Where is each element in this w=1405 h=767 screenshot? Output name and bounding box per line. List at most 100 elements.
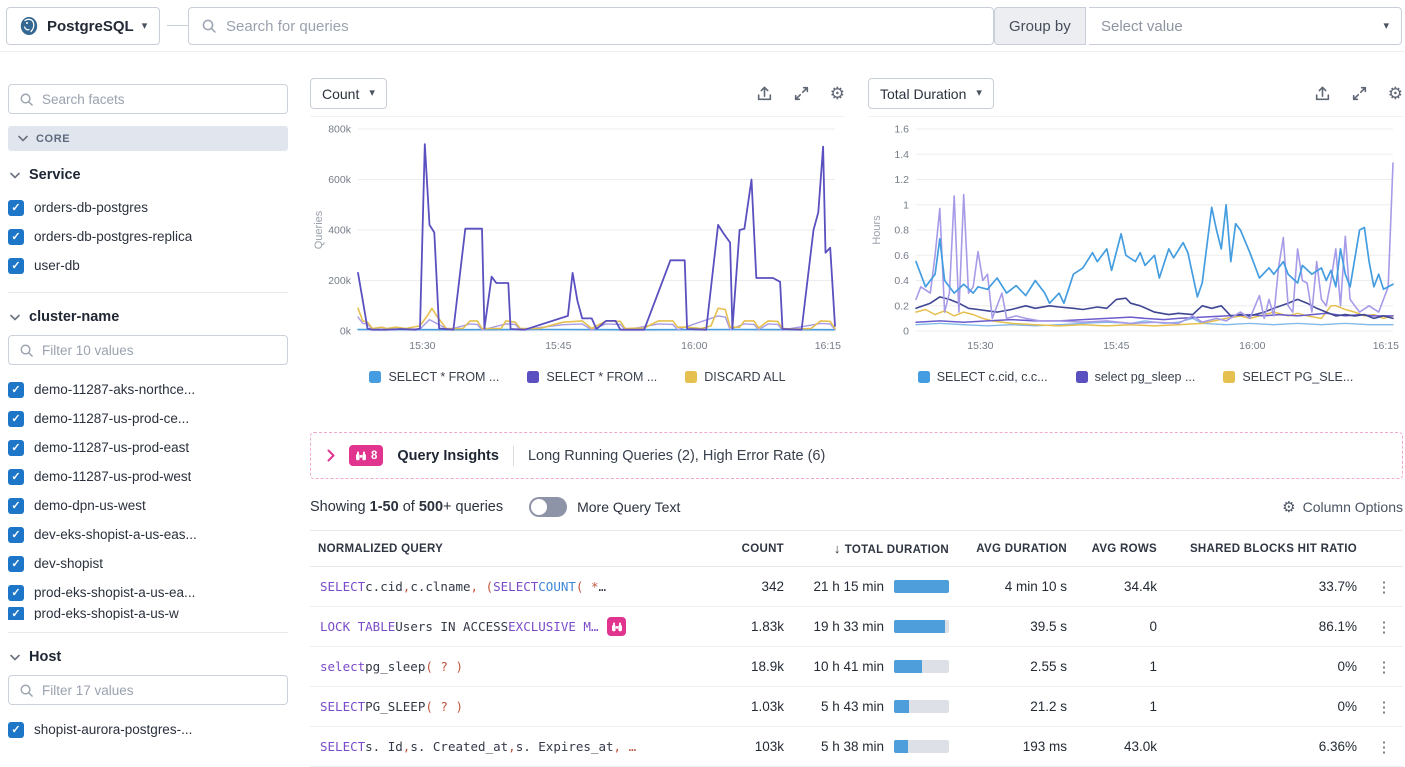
query-search-box bbox=[188, 7, 994, 45]
x-tick-label: 15:30 bbox=[409, 340, 435, 352]
table-row[interactable]: SELECT s. Id, s. Created_at, s. Expires_… bbox=[310, 727, 1403, 767]
checkbox-checked[interactable]: ✓ bbox=[8, 382, 24, 398]
row-menu-button[interactable]: ⋮ bbox=[1365, 698, 1403, 716]
facet-item-label: demo-11287-aks-northce... bbox=[34, 382, 195, 397]
col-total-duration[interactable]: ↓TOTAL DURATION bbox=[792, 541, 957, 556]
datasource-select[interactable]: PostgreSQL ▾ bbox=[6, 7, 160, 45]
gear-icon[interactable]: ⚙ bbox=[830, 85, 845, 102]
facet-item[interactable]: ✓dev-shopist bbox=[8, 549, 288, 578]
facet-filter-input[interactable] bbox=[42, 683, 277, 698]
checkbox-checked[interactable]: ✓ bbox=[8, 527, 24, 543]
export-icon[interactable] bbox=[1314, 85, 1331, 102]
fullscreen-icon[interactable] bbox=[1351, 85, 1368, 102]
checkbox-checked[interactable]: ✓ bbox=[8, 440, 24, 456]
column-options-button[interactable]: ⚙ Column Options bbox=[1282, 499, 1403, 515]
x-tick-label: 15:30 bbox=[967, 340, 993, 352]
topbar: PostgreSQL ▾ Group by Select value ▾ bbox=[0, 0, 1405, 52]
chevron-down-icon bbox=[10, 654, 20, 661]
checkbox-checked[interactable]: ✓ bbox=[8, 556, 24, 572]
facet-group-title-cluster-name[interactable]: cluster-name bbox=[10, 309, 288, 325]
normalized-query-cell: SELECT c.cid, c.clname, ( SELECT COUNT (… bbox=[310, 579, 722, 594]
group-by-select[interactable]: Select value ▾ bbox=[1089, 7, 1402, 45]
facet-item-label: shopist-aurora-postgres-... bbox=[34, 722, 192, 737]
checkbox-checked[interactable]: ✓ bbox=[8, 607, 24, 620]
sql-token: Users IN ACCESS bbox=[395, 619, 508, 634]
facet-group-title-service[interactable]: Service bbox=[10, 167, 288, 183]
legend-item[interactable]: SELECT PG_SLE... bbox=[1223, 370, 1353, 384]
checkbox-checked[interactable]: ✓ bbox=[8, 585, 24, 601]
duration-metric-select[interactable]: Total Duration ▾ bbox=[868, 78, 994, 109]
row-menu-button[interactable]: ⋮ bbox=[1365, 578, 1403, 596]
row-menu-button[interactable]: ⋮ bbox=[1365, 618, 1403, 636]
insights-count: 8 bbox=[371, 450, 377, 462]
facet-group-label: Host bbox=[29, 649, 61, 665]
fullscreen-icon[interactable] bbox=[793, 85, 810, 102]
sql-token: , bbox=[403, 739, 411, 754]
more-query-text-toggle[interactable] bbox=[529, 497, 567, 517]
x-tick-label: 16:00 bbox=[681, 340, 707, 352]
facet-item[interactable]: ✓demo-dpn-us-west bbox=[8, 491, 288, 520]
legend-item[interactable]: DISCARD ALL bbox=[685, 370, 785, 384]
facet-item-label: demo-11287-us-prod-ce... bbox=[34, 411, 189, 426]
legend-item[interactable]: select pg_sleep ... bbox=[1076, 370, 1196, 384]
count-metric-select[interactable]: Count ▾ bbox=[310, 78, 387, 109]
checkbox-checked[interactable]: ✓ bbox=[8, 229, 24, 245]
checkbox-checked[interactable]: ✓ bbox=[8, 411, 24, 427]
sql-token: , bbox=[508, 739, 516, 754]
facet-group-service: Service ✓orders-db-postgres✓orders-db-pos… bbox=[8, 167, 288, 280]
query-search-input[interactable] bbox=[226, 18, 981, 35]
gear-icon[interactable]: ⚙ bbox=[1388, 85, 1403, 102]
facet-item[interactable]: ✓ shopist-aurora-postgres-... bbox=[8, 715, 288, 744]
row-menu-button[interactable]: ⋮ bbox=[1365, 658, 1403, 676]
legend-item[interactable]: SELECT * FROM ... bbox=[527, 370, 657, 384]
facet-search-input[interactable] bbox=[42, 92, 277, 107]
series-line bbox=[358, 308, 835, 329]
row-menu-button[interactable]: ⋮ bbox=[1365, 738, 1403, 756]
facet-item[interactable]: ✓demo-11287-us-prod-west bbox=[8, 462, 288, 491]
legend-swatch bbox=[1076, 371, 1088, 383]
legend-label: SELECT * FROM ... bbox=[388, 370, 499, 384]
col-hit-ratio[interactable]: SHARED BLOCKS HIT RATIO bbox=[1165, 543, 1365, 555]
core-section-header[interactable]: CORE bbox=[8, 126, 288, 151]
facet-item[interactable]: ✓demo-11287-us-prod-east bbox=[8, 433, 288, 462]
col-count[interactable]: COUNT bbox=[722, 543, 792, 555]
checkbox-checked[interactable]: ✓ bbox=[8, 258, 24, 274]
query-insights-banner[interactable]: 8 Query Insights Long Running Queries (2… bbox=[310, 432, 1403, 479]
connector-line bbox=[167, 25, 188, 26]
facet-item[interactable]: ✓dev-eks-shopist-a-us-eas... bbox=[8, 520, 288, 549]
facet-item[interactable]: ✓orders-db-postgres-replica bbox=[8, 222, 288, 251]
export-icon[interactable] bbox=[756, 85, 773, 102]
y-tick-label: 1 bbox=[903, 199, 909, 211]
checkbox-checked[interactable]: ✓ bbox=[8, 498, 24, 514]
x-tick-label: 15:45 bbox=[545, 340, 571, 352]
total-duration-cell: 10 h 41 min bbox=[792, 659, 957, 674]
legend-item[interactable]: SELECT * FROM ... bbox=[369, 370, 499, 384]
facet-item[interactable]: ✓orders-db-postgres bbox=[8, 193, 288, 222]
insights-summary: Long Running Queries (2), High Error Rat… bbox=[528, 448, 825, 464]
facet-item[interactable]: ✓prod-eks-shopist-a-us-w bbox=[8, 607, 288, 620]
facet-item[interactable]: ✓ demo-11287-aks-northce... bbox=[8, 375, 288, 404]
sort-desc-icon: ↓ bbox=[834, 541, 841, 556]
checkbox-checked[interactable]: ✓ bbox=[8, 200, 24, 216]
checkbox-checked[interactable]: ✓ bbox=[8, 722, 24, 738]
facet-item[interactable]: ✓prod-eks-shopist-a-us-ea... bbox=[8, 578, 288, 607]
col-avg-rows[interactable]: AVG ROWS bbox=[1075, 543, 1165, 555]
col-normalized-query[interactable]: NORMALIZED QUERY bbox=[310, 543, 722, 555]
facet-filter-input[interactable] bbox=[42, 343, 277, 358]
search-icon bbox=[19, 92, 34, 107]
facet-group-title-host[interactable]: Host bbox=[10, 649, 288, 665]
facet-item[interactable]: ✓user-db bbox=[8, 251, 288, 280]
legend-item[interactable]: SELECT c.cid, c.c... bbox=[918, 370, 1048, 384]
y-tick-label: 1.2 bbox=[894, 174, 909, 186]
table-row[interactable]: LOCK TABLE Users IN ACCESS EXCLUSIVE M…1… bbox=[310, 607, 1403, 647]
sql-token: ( * bbox=[576, 579, 599, 594]
checkbox-checked[interactable]: ✓ bbox=[8, 469, 24, 485]
table-row[interactable]: SELECT c.cid, c.clname, ( SELECT COUNT (… bbox=[310, 567, 1403, 607]
col-avg-duration[interactable]: AVG DURATION bbox=[957, 543, 1075, 555]
duration-bar bbox=[894, 580, 949, 593]
facet-item[interactable]: ✓ demo-11287-us-prod-ce... bbox=[8, 404, 288, 433]
